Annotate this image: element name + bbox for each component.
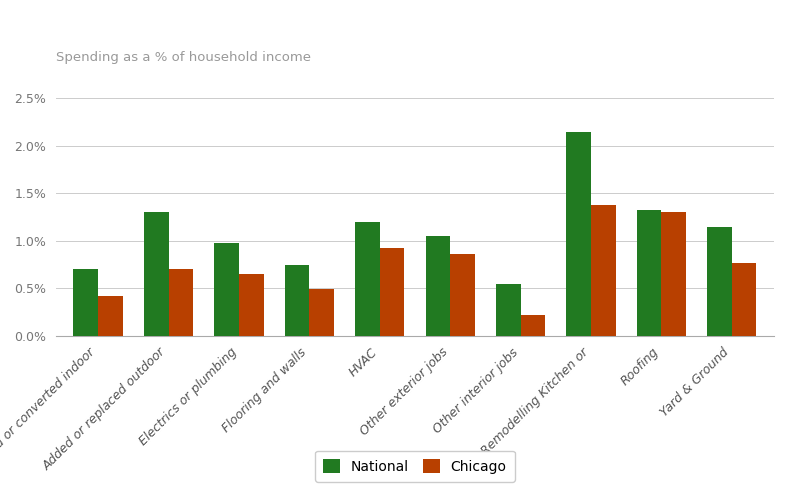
Legend: National, Chicago: National, Chicago (315, 451, 515, 482)
Bar (425, 236, 450, 336)
Bar (144, 212, 168, 336)
Bar (73, 269, 98, 336)
Bar (567, 132, 591, 336)
Bar (355, 222, 380, 336)
Bar (310, 289, 334, 336)
Bar (637, 209, 662, 336)
Bar (707, 227, 732, 336)
Bar (450, 254, 475, 336)
Bar (168, 269, 193, 336)
Text: Spending as a % of household income: Spending as a % of household income (56, 51, 311, 64)
Bar (98, 296, 123, 336)
Bar (380, 247, 405, 336)
Bar (496, 284, 520, 336)
Bar (591, 205, 615, 336)
Bar (662, 212, 686, 336)
Bar (285, 265, 310, 336)
Bar (215, 243, 239, 336)
Bar (520, 315, 545, 336)
Bar (732, 263, 757, 336)
Bar (239, 274, 263, 336)
